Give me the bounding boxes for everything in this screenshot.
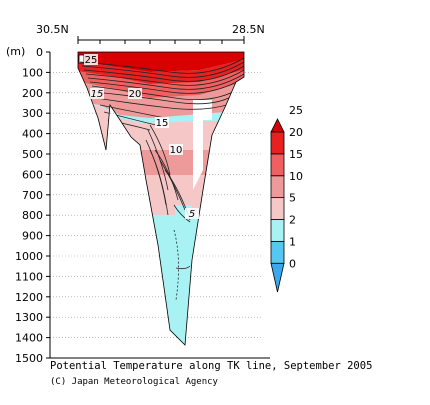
contour-label-bg xyxy=(155,117,169,128)
contour-label: 25 xyxy=(85,55,98,66)
colorbar-label: 20 xyxy=(289,126,303,139)
y-tick-label: 800 xyxy=(22,209,43,222)
y-tick-label: 1300 xyxy=(15,311,43,324)
contour-label: 5 xyxy=(189,209,195,220)
y-tick-label: 1500 xyxy=(15,352,43,365)
colorbar-swatch xyxy=(270,219,285,242)
colorbar-label: 0 xyxy=(289,257,296,270)
colorbar-swatch xyxy=(270,197,285,220)
colorbar-label: 1 xyxy=(289,235,296,248)
y-tick-label: 1100 xyxy=(15,270,43,283)
y-axis-label: (m) xyxy=(6,45,25,58)
credit-text: (C) Japan Meteorological Agency xyxy=(50,377,218,387)
contour-label: 10 xyxy=(170,145,183,156)
contour-label-bg xyxy=(169,144,183,155)
y-tick-label: 700 xyxy=(22,189,43,202)
colorbar-swatch xyxy=(270,240,285,264)
y-tick-label: 500 xyxy=(22,148,43,161)
y-tick-label: 1000 xyxy=(15,250,43,263)
x-label-right: 28.5N xyxy=(232,23,265,36)
contour-label-bg xyxy=(84,54,98,65)
contour-label-bg xyxy=(90,88,104,99)
colorbar-swatch xyxy=(270,131,285,155)
contour-label: 15 xyxy=(91,89,104,100)
chart-title: Potential Temperature along TK line, Sep… xyxy=(50,360,373,372)
y-tick-label: 100 xyxy=(22,66,43,79)
colorbar-low-extend xyxy=(270,262,285,293)
contour-labels: 25 15 20 15 10 5 xyxy=(84,54,199,220)
y-tick-label: 1400 xyxy=(15,332,43,345)
axes xyxy=(49,36,270,359)
y-tick-label: 400 xyxy=(22,128,43,141)
colorbar-swatch xyxy=(270,153,285,177)
colorbar-label: 10 xyxy=(289,170,303,183)
contour-lines xyxy=(79,57,244,301)
colorbar-label: 25 xyxy=(289,104,303,117)
y-tick-label: 200 xyxy=(22,87,43,100)
y-tick-label: 900 xyxy=(22,230,43,243)
contour-label: 20 xyxy=(129,89,142,100)
y-tick-label: 0 xyxy=(36,46,43,59)
section-outline xyxy=(77,51,245,346)
colorbar-high-extend xyxy=(270,118,285,133)
colorbar-label: 5 xyxy=(289,192,296,205)
colorbar-label: 2 xyxy=(289,214,296,227)
contour-label: 15 xyxy=(156,118,169,129)
contour-label-bg xyxy=(128,88,142,99)
x-label-left: 30.5N xyxy=(36,23,69,36)
y-axis: 0 100 200 300 400 500 600 700 800 900 1000 1100 1200… xyxy=(15,46,50,365)
colorbar-swatch xyxy=(270,175,285,199)
contour-label-bg xyxy=(185,208,199,219)
y-tick-label: 1200 xyxy=(15,291,43,304)
y-tick-label: 600 xyxy=(22,168,43,181)
colorbar-label: 15 xyxy=(289,148,303,161)
y-tick-label: 300 xyxy=(22,107,43,120)
